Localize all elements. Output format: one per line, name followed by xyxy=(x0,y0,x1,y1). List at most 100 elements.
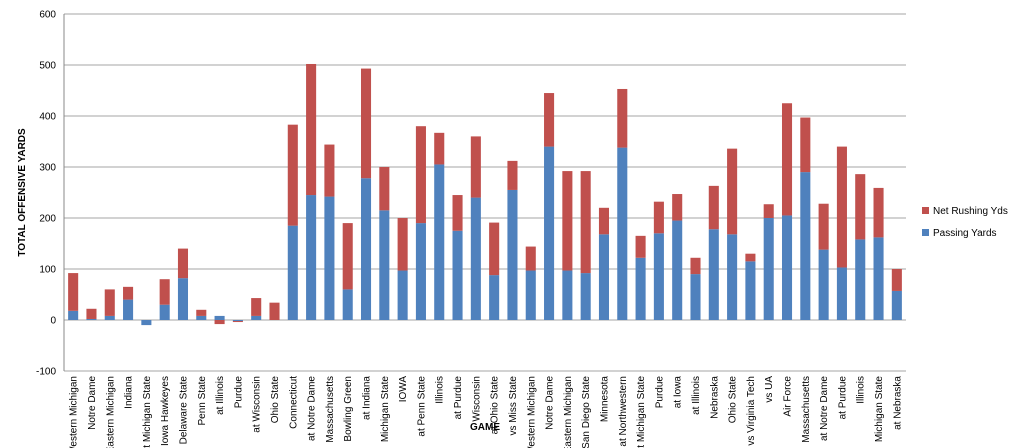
bar-net-rushing-yds xyxy=(763,204,774,218)
x-tick-label: Illinois xyxy=(435,376,446,404)
x-tick-label: Wisconsin xyxy=(471,376,482,422)
x-tick-label: at Notre Dame xyxy=(307,376,318,441)
x-tick-label: at Ohio State xyxy=(490,376,501,435)
legend-label: Passing Yards xyxy=(933,228,997,239)
x-tick-label: vs Miss State xyxy=(508,376,519,436)
x-tick-label: at Nebraska xyxy=(892,376,903,430)
x-tick-label: vs UA xyxy=(764,376,775,403)
bar-passing-yards xyxy=(836,267,847,320)
legend-label: Net Rushing Yds xyxy=(933,206,1008,217)
x-tick-label: Delaware State xyxy=(178,376,189,445)
bar-net-rushing-yds xyxy=(470,136,481,198)
x-axis-title: GAME xyxy=(470,422,500,433)
bar-passing-yards xyxy=(818,249,829,320)
x-tick-label: IOWA xyxy=(398,376,409,403)
x-tick-label: Western Michigan xyxy=(526,376,537,448)
bar-passing-yards xyxy=(617,147,628,320)
bar-net-rushing-yds xyxy=(434,132,445,165)
x-tick-label: vs Virginia Tech xyxy=(746,376,757,446)
x-tick-label: Michigan State xyxy=(380,376,391,443)
bar-net-rushing-yds xyxy=(708,185,719,230)
bar-net-rushing-yds xyxy=(489,222,500,276)
bar-passing-yards xyxy=(123,299,134,320)
bar-net-rushing-yds xyxy=(727,148,738,235)
bar-net-rushing-yds xyxy=(415,126,426,224)
x-tick-label: Purdue xyxy=(233,376,244,409)
bar-net-rushing-yds xyxy=(507,160,518,190)
bar-net-rushing-yds xyxy=(690,257,701,275)
bar-net-rushing-yds xyxy=(836,146,847,268)
bar-passing-yards xyxy=(781,215,793,320)
bar-net-rushing-yds xyxy=(891,269,902,291)
x-tick-label: Eastern Michigan xyxy=(105,376,116,448)
bar-passing-yards xyxy=(415,223,426,320)
bar-net-rushing-yds xyxy=(397,218,408,271)
bar-passing-yards xyxy=(507,189,518,320)
bar-passing-yards xyxy=(68,310,79,320)
x-tick-label: Nebraska xyxy=(709,376,720,419)
x-tick-label: at Wisconsin xyxy=(252,376,263,433)
bar-passing-yards xyxy=(159,304,170,320)
bar-passing-yards xyxy=(306,195,317,320)
y-tick-label: -100 xyxy=(36,367,56,378)
bar-passing-yards xyxy=(196,315,207,320)
bar-passing-yards xyxy=(232,320,243,322)
y-tick-label: 400 xyxy=(39,112,56,123)
bar-passing-yards xyxy=(598,234,610,320)
bar-net-rushing-yds xyxy=(781,103,793,216)
bar-passing-yards xyxy=(379,210,390,320)
bar-net-rushing-yds xyxy=(86,308,97,319)
bar-net-rushing-yds xyxy=(196,309,207,316)
bar-passing-yards xyxy=(251,315,262,320)
bars xyxy=(68,63,902,326)
bar-net-rushing-yds xyxy=(598,207,610,235)
bar-passing-yards xyxy=(544,146,555,320)
bar-net-rushing-yds xyxy=(379,167,390,211)
bar-passing-yards xyxy=(324,196,335,320)
x-tick-label: San Diego State xyxy=(581,376,592,448)
legend: Net Rushing Yds Passing Yards xyxy=(922,206,1008,239)
x-tick-label: Western Michigan xyxy=(69,376,80,448)
bar-passing-yards xyxy=(434,164,445,320)
y-tick-label: 0 xyxy=(50,316,56,327)
x-tick-label: at Indiana xyxy=(362,376,373,420)
bar-net-rushing-yds xyxy=(159,279,170,305)
y-axis-title: TOTAL OFFENSIVE YARDS xyxy=(17,128,28,257)
bar-net-rushing-yds xyxy=(232,321,243,323)
x-tick-label: at Purdue xyxy=(453,376,464,420)
bar-passing-yards xyxy=(635,257,646,320)
legend-swatch xyxy=(922,207,929,214)
bar-passing-yards xyxy=(562,270,573,320)
y-tick-label: 200 xyxy=(39,214,56,225)
bar-net-rushing-yds xyxy=(104,289,115,316)
legend-swatch xyxy=(922,229,929,236)
bar-net-rushing-yds xyxy=(360,68,372,179)
bar-passing-yards xyxy=(287,225,298,320)
bar-passing-yards xyxy=(86,318,97,320)
bar-net-rushing-yds xyxy=(800,117,811,173)
bar-passing-yards xyxy=(141,320,152,326)
x-tick-label: Notre Dame xyxy=(87,376,98,430)
x-tick-label: Air Force xyxy=(783,376,794,417)
bar-passing-yards xyxy=(452,230,463,320)
bar-passing-yards xyxy=(525,270,536,320)
bar-net-rushing-yds xyxy=(214,320,225,325)
x-tick-label: at Penn State xyxy=(416,376,427,437)
x-tick-label: Ohio State xyxy=(270,376,281,424)
x-tick-label: Minnesota xyxy=(599,376,610,423)
bar-passing-yards xyxy=(873,237,884,320)
y-tick-label: 600 xyxy=(39,10,56,21)
x-tick-label: Connecticut xyxy=(288,376,299,429)
x-tick-label: Penn State xyxy=(197,376,208,426)
bar-net-rushing-yds xyxy=(306,63,317,196)
y-tick-label: 100 xyxy=(39,265,56,276)
bar-net-rushing-yds xyxy=(251,298,262,316)
bar-passing-yards xyxy=(727,234,738,320)
bar-passing-yards xyxy=(745,261,756,320)
bar-passing-yards xyxy=(470,197,481,320)
bar-passing-yards xyxy=(360,178,372,320)
x-tick-label: at Michigan State xyxy=(636,376,647,448)
bar-net-rushing-yds xyxy=(653,201,664,234)
bar-passing-yards xyxy=(397,270,408,320)
